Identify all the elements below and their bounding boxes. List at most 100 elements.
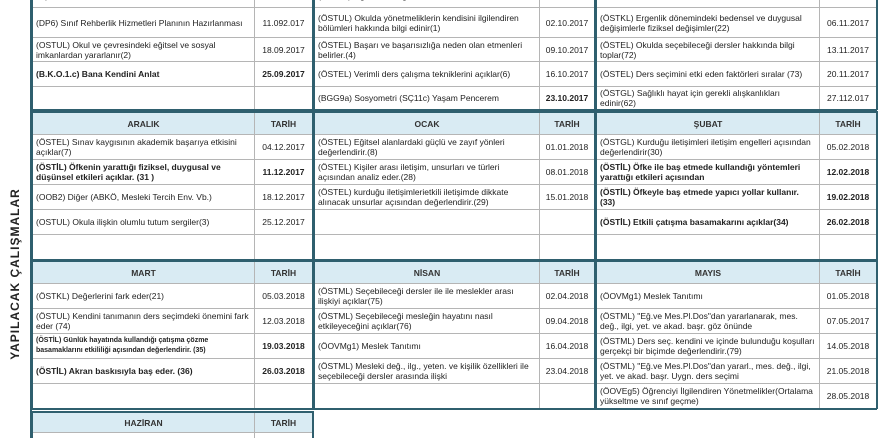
group-border <box>31 408 313 410</box>
column-header: TARİH <box>255 413 313 433</box>
date-cell: 07.11.2017 <box>820 0 877 8</box>
date-cell: 12.03.2018 <box>255 309 313 334</box>
date-cell: 13.11.2017 <box>820 38 877 62</box>
group-border <box>595 111 597 260</box>
date-cell: 19.03.2018 <box>255 334 313 359</box>
group-border <box>595 260 597 409</box>
column-header: NİSAN <box>315 262 540 284</box>
activity-cell: (ÖSTİL) Öfkenin yarattığı fiziksel, duyg… <box>33 160 255 185</box>
column-header: ARALIK <box>33 113 255 135</box>
activity-cell: (ÖSTİL) Etkili çatışma basamakarını açık… <box>597 210 820 235</box>
date-cell: 09.10.2017 <box>540 38 595 62</box>
date-cell: 25.09.2017 <box>255 62 313 87</box>
date-cell <box>255 384 313 409</box>
activity-cell: (ÖSTGL) Sağlıklı hayat için gerekli alış… <box>597 87 820 110</box>
activity-cell <box>33 433 255 438</box>
date-cell: 06.11.2017 <box>820 8 877 38</box>
date-cell: 15.01.2018 <box>540 185 595 210</box>
group-border <box>31 411 313 413</box>
activity-cell: (ÖSTUL) Okulda yönetmeliklerin kendisini… <box>315 8 540 38</box>
activity-cell: (DP6) Sınıf Rehberlik Hizmetleri Planını… <box>33 8 255 38</box>
activity-cell: (ÖSTEL) Sınav kaygısının akademik başarı… <box>33 135 255 160</box>
column-header: TARİH <box>540 113 595 135</box>
date-cell: 07.05.2017 <box>820 309 877 334</box>
group-border <box>31 0 33 110</box>
activity-cell: (ÖSTEL) Eğitsel alanlardaki güçlü ve zay… <box>315 135 540 160</box>
activity-cell: (BKG4b) Öğretmen bilgi formu doldurulmas… <box>315 0 540 8</box>
activity-cell: (ÖSTİL) Öfke ile baş etmede kullandığı y… <box>597 160 820 185</box>
date-cell: 04.12.2017 <box>255 135 313 160</box>
side-label-box: YAPILACAK ÇALIŞMALAR <box>0 110 30 438</box>
activity-cell: (BGG9a) Sosyometri (SÇ11c) Yaşam Pencere… <box>315 87 540 110</box>
column-header: TARİH <box>820 113 877 135</box>
activity-cell: (ÖSTKL) Değerlerini fark eder(21) <box>33 284 255 309</box>
activity-cell: (B.K.O.1.c) Bana Kendini Anlat <box>33 62 255 87</box>
activity-cell: Toplantısı <box>33 0 255 8</box>
activity-cell: (ÖSTML) "Eğ.ve Mes.Pl.Dos"dan yararl., m… <box>597 359 820 384</box>
group-border <box>31 109 313 111</box>
date-cell: 12.02.2018 <box>820 160 877 185</box>
date-cell <box>820 235 877 260</box>
date-cell: 08.01.2018 <box>540 160 595 185</box>
group-border <box>876 260 878 409</box>
activity-cell: (ÖOVMg1) Meslek Tanıtımı <box>315 334 540 359</box>
activity-cell: (ÖSTML) Seçebileceği mesleğin hayatını n… <box>315 309 540 334</box>
date-cell: 25.12.2017 <box>255 210 313 235</box>
activity-cell: (ÖSTEL) Başarı ve başarısızlığa neden ol… <box>315 38 540 62</box>
activity-cell: (ÖSTML) Ders seç. kendini ve içinde bulu… <box>597 334 820 359</box>
activity-cell: (OSTUL) Okula ilişkin olumlu tutum sergi… <box>33 210 255 235</box>
column-header: TARİH <box>820 262 877 284</box>
date-cell: 19.02.2018 <box>820 185 877 210</box>
activity-cell: (ÖSTEL) Verimli ders çalışma tekniklerin… <box>315 62 540 87</box>
activity-cell: (ÖSTKL) Ergenlik dönemindeki bedensel ve… <box>597 8 820 38</box>
activity-cell: (ÖSTEL) Okulda seçebileceği dersler hakk… <box>597 38 820 62</box>
activity-cell: Pencerem <box>597 0 820 8</box>
date-cell <box>255 235 313 260</box>
date-cell: 01.01.2018 <box>540 135 595 160</box>
column-header: MART <box>33 262 255 284</box>
activity-cell <box>315 235 540 260</box>
date-cell <box>255 87 313 110</box>
date-cell: 23.04.2018 <box>540 359 595 384</box>
date-cell <box>540 384 595 409</box>
activity-cell <box>33 235 255 260</box>
left-border <box>30 0 32 438</box>
activity-cell <box>315 384 540 409</box>
activity-cell: (ÖSTML) Mesleki değ., ilg., yeten. ve ki… <box>315 359 540 384</box>
activity-cell: (ÖSTGL) Kurduğu iletişimleri iletişim en… <box>597 135 820 160</box>
column-header: MAYIS <box>597 262 820 284</box>
activity-cell <box>33 384 255 409</box>
date-cell: 27.112.017 <box>820 87 877 110</box>
date-cell: 05.02.2018 <box>820 135 877 160</box>
column-header: OCAK <box>315 113 540 135</box>
group-border <box>876 0 878 110</box>
activity-cell: (ÖSTEL) Ders seçimini etki eden faktörle… <box>597 62 820 87</box>
column-header: HAZİRAN <box>33 413 255 433</box>
activity-cell: (ÖOVEg5) Öğrenciyi İlgilendiren Yönetmel… <box>597 384 820 409</box>
date-cell: 11.12.2017 <box>255 160 313 185</box>
date-cell: 20.11.2017 <box>820 62 877 87</box>
date-cell: 26.02.2018 <box>820 210 877 235</box>
group-border <box>876 111 878 260</box>
group-border <box>313 0 315 110</box>
activity-cell <box>33 87 255 110</box>
date-cell: 26.03.2018 <box>255 359 313 384</box>
group-border <box>313 111 595 113</box>
activity-cell <box>315 210 540 235</box>
group-border <box>595 111 877 113</box>
side-label: YAPILACAK ÇALIŞMALAR <box>8 188 22 360</box>
column-header: TARİH <box>255 262 313 284</box>
date-cell: 02.04.2018 <box>540 284 595 309</box>
group-border <box>313 408 595 410</box>
activity-cell: (ÖOVMg1) Meslek Tanıtımı <box>597 284 820 309</box>
date-cell: 23.10.2017 <box>540 87 595 110</box>
date-cell: 18.12.2017 <box>255 185 313 210</box>
date-cell: 09.04.2018 <box>540 309 595 334</box>
group-border <box>31 111 33 260</box>
date-cell: 28.05.2018 <box>820 384 877 409</box>
activity-cell: (ÖSTUL) Kendini tanımanın ders seçimdeki… <box>33 309 255 334</box>
group-border <box>313 260 315 409</box>
group-border <box>595 408 877 410</box>
group-border <box>313 260 595 262</box>
group-border <box>31 260 33 409</box>
